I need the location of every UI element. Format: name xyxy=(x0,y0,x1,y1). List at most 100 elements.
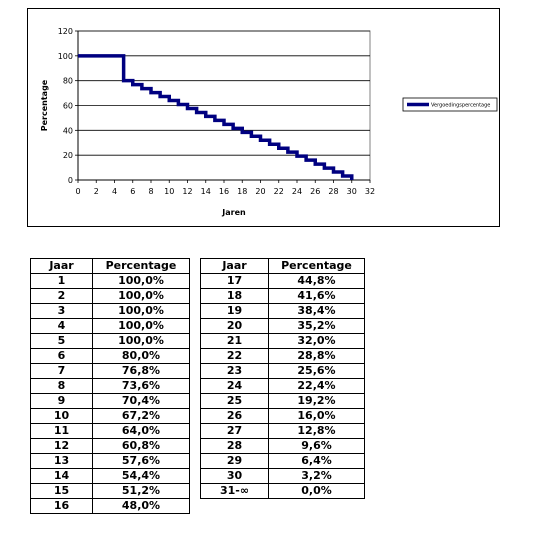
percentage-cell: 9,6% xyxy=(268,438,365,454)
year-cell: 16 xyxy=(30,498,93,514)
percentage-cell: 25,6% xyxy=(268,363,365,379)
legend-box xyxy=(402,97,498,112)
year-cell: 26 xyxy=(200,408,269,424)
column-header-percentage: Percentage xyxy=(268,258,365,274)
year-cell: 28 xyxy=(200,438,269,454)
x-tick-label: 20 xyxy=(255,187,265,196)
percentage-cell: 48,0% xyxy=(92,498,190,514)
year-cell: 14 xyxy=(30,468,93,484)
year-cell: 5 xyxy=(30,333,93,349)
table-row: 3 100,0% xyxy=(30,303,190,319)
x-tick-label: 24 xyxy=(292,187,302,196)
percentage-cell: 64,0% xyxy=(92,423,190,439)
percentage-cell: 32,0% xyxy=(268,333,365,349)
year-cell: 31-∞ xyxy=(200,483,269,499)
table-header-row: Jaar Percentage xyxy=(200,258,365,274)
x-tick-label: 28 xyxy=(328,187,338,196)
table-row: 11 64,0% xyxy=(30,423,190,439)
year-cell: 23 xyxy=(200,363,269,379)
percentage-cell: 3,2% xyxy=(268,468,365,484)
x-tick-label: 10 xyxy=(164,187,174,196)
percentage-table-left: Jaar Percentage 1 100,0% 2 100,0% 3 100,0% 4 10… xyxy=(30,258,190,514)
percentage-cell: 54,4% xyxy=(92,468,190,484)
year-cell: 25 xyxy=(200,393,269,409)
series-line xyxy=(78,54,354,180)
year-cell: 8 xyxy=(30,378,93,394)
y-tick-label: 60 xyxy=(63,102,73,111)
table-row: 12 60,8% xyxy=(30,438,190,454)
year-cell: 7 xyxy=(30,363,93,379)
table-row: 22 28,8% xyxy=(200,348,365,364)
table-row: 30 3,2% xyxy=(200,468,365,484)
percentage-cell: 70,4% xyxy=(92,393,190,409)
table-row: 26 16,0% xyxy=(200,408,365,424)
year-cell: 9 xyxy=(30,393,93,409)
year-cell: 11 xyxy=(30,423,93,439)
year-cell: 12 xyxy=(30,438,93,454)
x-tick-label: 14 xyxy=(201,187,211,196)
year-cell: 24 xyxy=(200,378,269,394)
table-row: 14 54,4% xyxy=(30,468,190,484)
percentage-cell: 67,2% xyxy=(92,408,190,424)
table-row: 13 57,6% xyxy=(30,453,190,469)
year-cell: 1 xyxy=(30,273,93,289)
year-cell: 19 xyxy=(200,303,269,319)
percentage-cell: 100,0% xyxy=(92,303,190,319)
percentage-cell: 35,2% xyxy=(268,318,365,334)
table-row: 17 44,8% xyxy=(200,273,365,289)
y-tick-label: 20 xyxy=(63,151,73,160)
table-row: 4 100,0% xyxy=(30,318,190,334)
year-cell: 17 xyxy=(200,273,269,289)
x-tick-label: 22 xyxy=(274,187,284,196)
column-header-year: Jaar xyxy=(200,258,269,274)
table-row: 1 100,0% xyxy=(30,273,190,289)
percentage-cell: 19,2% xyxy=(268,393,365,409)
percentage-cell: 73,6% xyxy=(92,378,190,394)
year-cell: 3 xyxy=(30,303,93,319)
percentage-cell: 41,6% xyxy=(268,288,365,304)
percentage-cell: 100,0% xyxy=(92,288,190,304)
x-tick-label: 0 xyxy=(75,187,80,196)
table-row: 23 25,6% xyxy=(200,363,365,379)
x-tick-label: 16 xyxy=(219,187,229,196)
year-cell: 21 xyxy=(200,333,269,349)
percentage-cell: 100,0% xyxy=(92,333,190,349)
percentage-cell: 80,0% xyxy=(92,348,190,364)
year-cell: 4 xyxy=(30,318,93,334)
table-row: 9 70,4% xyxy=(30,393,190,409)
table-header-row: Jaar Percentage xyxy=(30,258,190,274)
column-header-percentage: Percentage xyxy=(92,258,190,274)
y-axis-title: Percentage xyxy=(40,79,49,131)
table-row: 15 51,2% xyxy=(30,483,190,499)
y-tick-label: 100 xyxy=(58,52,73,61)
percentage-cell: 100,0% xyxy=(92,318,190,334)
table-row: 31-∞ 0,0% xyxy=(200,483,365,499)
x-tick-label: 18 xyxy=(237,187,247,196)
year-cell: 30 xyxy=(200,468,269,484)
x-tick-label: 12 xyxy=(182,187,192,196)
y-tick-label: 80 xyxy=(63,77,73,86)
x-tick-label: 8 xyxy=(148,187,153,196)
percentage-cell: 51,2% xyxy=(92,483,190,499)
year-cell: 2 xyxy=(30,288,93,304)
percentage-cell: 76,8% xyxy=(92,363,190,379)
percentage-cell: 100,0% xyxy=(92,273,190,289)
percentage-cell: 12,8% xyxy=(268,423,365,439)
x-tick-label: 30 xyxy=(347,187,357,196)
percentage-table-right: Jaar Percentage 17 44,8% 18 41,6% 19 38,4% 20 3… xyxy=(200,258,365,499)
percentage-cell: 57,6% xyxy=(92,453,190,469)
percentage-cell: 60,8% xyxy=(92,438,190,454)
table-row: 29 6,4% xyxy=(200,453,365,469)
chart-frame: 0 20 40 60 80 100 120 0 2 4 6 8 10 12 14 16 18 20 22 24 26 28… xyxy=(27,8,500,227)
year-cell: 13 xyxy=(30,453,93,469)
y-tick-label: 120 xyxy=(58,27,73,36)
percentage-cell: 22,4% xyxy=(268,378,365,394)
year-cell: 29 xyxy=(200,453,269,469)
percentage-cell: 16,0% xyxy=(268,408,365,424)
year-cell: 6 xyxy=(30,348,93,364)
y-tick-label: 0 xyxy=(68,176,73,185)
table-row: 21 32,0% xyxy=(200,333,365,349)
year-cell: 27 xyxy=(200,423,269,439)
table-row: 28 9,6% xyxy=(200,438,365,454)
